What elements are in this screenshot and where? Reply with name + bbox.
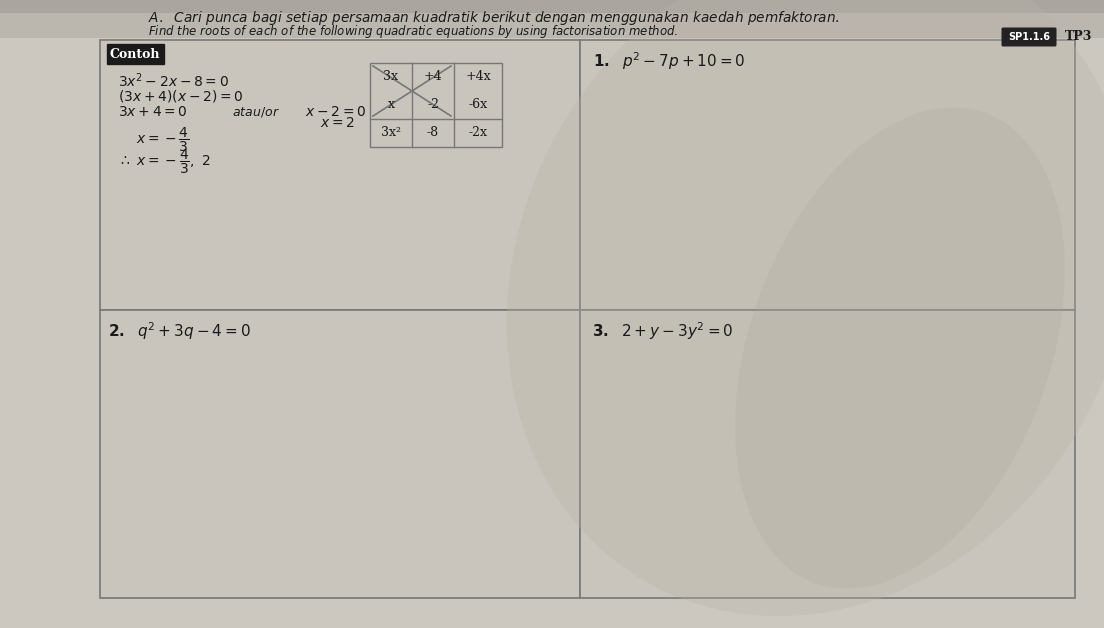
Text: Contoh: Contoh — [109, 48, 160, 60]
FancyBboxPatch shape — [107, 44, 164, 64]
Text: $\therefore\ x = -\dfrac{4}{3},\ 2$: $\therefore\ x = -\dfrac{4}{3},\ 2$ — [118, 148, 211, 176]
FancyBboxPatch shape — [1001, 28, 1057, 46]
Text: $(3x + 4)(x - 2) = 0$: $(3x + 4)(x - 2) = 0$ — [118, 88, 244, 104]
Text: 3x²: 3x² — [381, 126, 401, 139]
Text: +4: +4 — [424, 70, 443, 84]
Text: $\mathbf{1.}\ \ p^2 - 7p + 10 = 0$: $\mathbf{1.}\ \ p^2 - 7p + 10 = 0$ — [593, 50, 745, 72]
Text: $\mathbf{3.}\ \ 2 + y - 3y^2 = 0$: $\mathbf{3.}\ \ 2 + y - 3y^2 = 0$ — [592, 320, 733, 342]
Bar — [0, 0, 1104, 13]
Text: 3x: 3x — [383, 70, 399, 84]
Text: $\it{atau/or}$: $\it{atau/or}$ — [232, 105, 279, 119]
Text: $\it{Find\ the\ roots\ of\ each\ of\ the\ following\ quadratic\ equations\ by\ u: $\it{Find\ the\ roots\ of\ each\ of\ the… — [148, 23, 678, 40]
Ellipse shape — [735, 107, 1065, 588]
Text: $x = -\dfrac{4}{3}$: $x = -\dfrac{4}{3}$ — [136, 126, 190, 154]
Text: x: x — [388, 99, 394, 112]
Bar — [100, 40, 580, 310]
Text: $x = 2$: $x = 2$ — [320, 116, 355, 130]
Text: +4x: +4x — [465, 70, 491, 84]
Bar — [580, 40, 1075, 310]
Bar — [580, 310, 1075, 598]
Text: SP1.1.6: SP1.1.6 — [1008, 32, 1050, 42]
Bar — [0, 0, 1104, 38]
Text: $3x + 4 = 0$: $3x + 4 = 0$ — [118, 105, 188, 119]
Text: $A.$  $\it{Cari\ punca\ bagi\ setiap\ persamaan\ kuadratik\ berikut\ dengan\ men: $A.$ $\it{Cari\ punca\ bagi\ setiap\ per… — [148, 9, 839, 27]
Text: -8: -8 — [427, 126, 439, 139]
Text: TP3: TP3 — [1065, 31, 1092, 43]
Text: $\mathbf{2.}\ \ q^2 + 3q - 4 = 0$: $\mathbf{2.}\ \ q^2 + 3q - 4 = 0$ — [108, 320, 251, 342]
Text: $3x^2 - 2x - 8 = 0$: $3x^2 - 2x - 8 = 0$ — [118, 71, 229, 90]
Text: -2: -2 — [427, 99, 439, 112]
Text: -6x: -6x — [468, 99, 488, 112]
Ellipse shape — [507, 0, 1104, 616]
Bar — [370, 63, 502, 147]
Bar — [100, 310, 580, 598]
Text: -2x: -2x — [468, 126, 488, 139]
Text: $x - 2 = 0$: $x - 2 = 0$ — [305, 105, 367, 119]
